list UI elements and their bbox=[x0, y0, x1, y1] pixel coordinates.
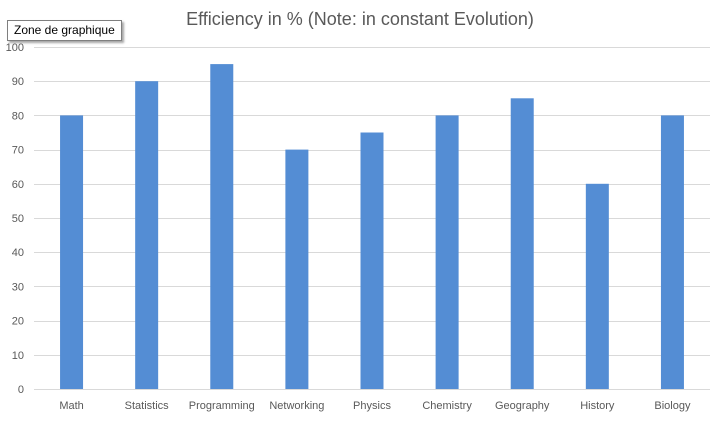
x-tick-label: Programming bbox=[189, 400, 255, 412]
bars bbox=[60, 64, 684, 390]
x-tick-label: Math bbox=[59, 400, 83, 412]
y-tick-label: 80 bbox=[12, 110, 24, 122]
y-tick-label: 40 bbox=[12, 247, 24, 259]
bar-geography[interactable] bbox=[510, 98, 534, 390]
x-tick-label: History bbox=[580, 400, 615, 412]
bar-networking[interactable] bbox=[285, 149, 309, 389]
chart-title: Efficiency in % (Note: in constant Evolu… bbox=[186, 9, 534, 29]
x-axis: Math Statistics Programming Networking Physi… bbox=[59, 400, 691, 412]
y-tick-label: 10 bbox=[12, 350, 24, 362]
chart-area-tooltip: Zone de graphique bbox=[7, 20, 122, 41]
x-tick-label: Physics bbox=[353, 400, 391, 412]
y-tick-label: 70 bbox=[12, 145, 24, 157]
x-tick-label: Biology bbox=[654, 400, 691, 412]
bar-statistics[interactable] bbox=[135, 81, 159, 389]
y-tick-label: 30 bbox=[12, 281, 24, 293]
x-tick-label: Chemistry bbox=[422, 400, 472, 412]
bar-programming[interactable] bbox=[210, 64, 234, 389]
bar-physics[interactable] bbox=[360, 132, 384, 390]
y-axis: 0 10 20 30 40 50 60 70 80 90 100 bbox=[6, 42, 24, 396]
y-tick-label: 50 bbox=[12, 213, 24, 225]
bar-chemistry[interactable] bbox=[435, 115, 459, 390]
x-tick-label: Statistics bbox=[125, 400, 170, 412]
bar-math[interactable] bbox=[60, 115, 84, 390]
bar-history[interactable] bbox=[585, 183, 609, 389]
y-tick-label: 0 bbox=[18, 384, 24, 396]
y-tick-label: 100 bbox=[6, 42, 24, 54]
x-tick-label: Geography bbox=[495, 400, 550, 412]
y-tick-label: 20 bbox=[12, 316, 24, 328]
y-tick-label: 60 bbox=[12, 179, 24, 191]
y-tick-label: 90 bbox=[12, 76, 24, 88]
x-tick-label: Networking bbox=[269, 400, 324, 412]
bar-biology[interactable] bbox=[660, 115, 684, 390]
